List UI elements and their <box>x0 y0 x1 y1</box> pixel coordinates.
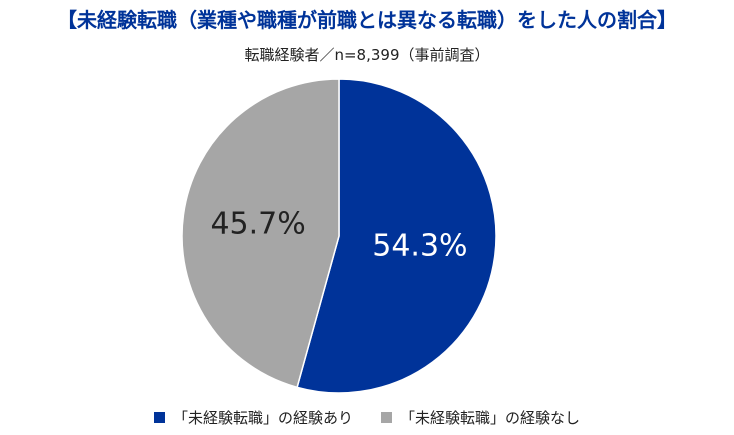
pie-slice-not-experienced <box>181 78 340 389</box>
legend: 「未経験転職」の経験あり 「未経験転職」の経験なし <box>0 407 734 428</box>
chart-title: 【未経験転職（業種や職種が前職とは異なる転職）をした人の割合】 <box>57 8 677 32</box>
legend-item-not-experienced: 「未経験転職」の経験なし <box>381 407 580 428</box>
chart-subtitle: 転職経験者／n=8,399（事前調査） <box>244 46 490 64</box>
pie-label-not-experienced: 45.7% <box>210 207 305 242</box>
pie-slice-experienced <box>296 78 497 394</box>
legend-item-experienced: 「未経験転職」の経験あり <box>153 407 353 428</box>
legend-swatch-not-experienced <box>381 412 392 423</box>
legend-label-not-experienced: 「未経験転職」の経験なし <box>400 409 581 427</box>
legend-swatch-experienced <box>153 412 165 423</box>
pie-label-experienced: 54.3% <box>372 228 467 263</box>
legend-label-experienced: 「未経験転職」の経験あり <box>172 409 353 427</box>
